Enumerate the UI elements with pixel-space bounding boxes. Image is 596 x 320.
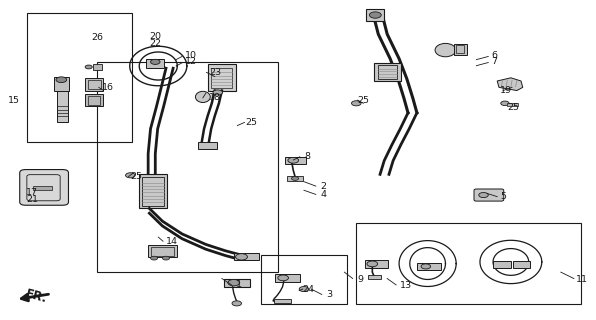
Bar: [147, 59, 164, 68]
Bar: [287, 176, 303, 181]
Text: 3: 3: [327, 290, 333, 299]
Text: 13: 13: [401, 281, 412, 290]
Bar: [142, 177, 164, 206]
Bar: [85, 94, 103, 107]
Circle shape: [232, 301, 241, 306]
Text: 12: 12: [185, 57, 197, 66]
Bar: [33, 187, 52, 190]
Circle shape: [213, 90, 222, 95]
Text: 10: 10: [185, 51, 197, 60]
Text: FR.: FR.: [24, 287, 49, 306]
Circle shape: [85, 65, 92, 69]
Circle shape: [151, 256, 158, 260]
FancyBboxPatch shape: [474, 189, 504, 201]
Text: 2: 2: [321, 182, 327, 191]
Circle shape: [352, 101, 361, 106]
Circle shape: [370, 12, 381, 18]
Circle shape: [479, 193, 488, 197]
Text: 11: 11: [576, 275, 588, 284]
Text: 18: 18: [209, 93, 221, 102]
Bar: [417, 263, 440, 270]
Text: 5: 5: [500, 192, 506, 201]
Text: 23: 23: [209, 68, 221, 77]
Circle shape: [299, 286, 309, 292]
FancyBboxPatch shape: [20, 170, 69, 205]
Text: 16: 16: [102, 83, 114, 92]
Ellipse shape: [435, 44, 456, 57]
Circle shape: [278, 275, 288, 281]
Circle shape: [228, 279, 240, 286]
Bar: [507, 103, 518, 107]
Bar: [261, 255, 347, 304]
Text: 20: 20: [150, 32, 162, 41]
Bar: [93, 64, 103, 70]
Text: 25: 25: [358, 96, 370, 105]
Bar: [224, 279, 250, 287]
Text: 1: 1: [235, 280, 241, 289]
Bar: [234, 253, 259, 260]
Circle shape: [163, 256, 170, 260]
Bar: [456, 45, 464, 53]
Circle shape: [367, 261, 378, 267]
Bar: [207, 64, 236, 91]
Bar: [378, 65, 398, 79]
Bar: [27, 13, 132, 142]
Text: 15: 15: [8, 96, 20, 105]
Bar: [367, 9, 384, 21]
Bar: [477, 191, 500, 199]
Ellipse shape: [195, 91, 210, 102]
Text: 24: 24: [303, 285, 315, 294]
Text: 8: 8: [304, 152, 310, 161]
Circle shape: [288, 157, 299, 163]
Bar: [285, 157, 306, 164]
Text: 4: 4: [321, 190, 327, 199]
Text: 9: 9: [358, 275, 364, 284]
Bar: [85, 78, 103, 91]
Circle shape: [291, 177, 299, 180]
Bar: [454, 44, 467, 55]
Bar: [88, 96, 100, 105]
Bar: [211, 68, 232, 88]
Bar: [365, 260, 389, 268]
Bar: [97, 62, 278, 272]
Bar: [151, 247, 174, 256]
Bar: [513, 261, 530, 268]
Text: 25: 25: [131, 172, 142, 181]
Bar: [57, 87, 68, 123]
Circle shape: [151, 59, 160, 64]
Text: 22: 22: [150, 39, 162, 48]
Bar: [374, 62, 401, 81]
Text: 6: 6: [491, 51, 497, 60]
Text: 26: 26: [91, 33, 103, 42]
Bar: [493, 261, 511, 268]
Bar: [198, 142, 217, 149]
Bar: [275, 274, 300, 282]
Bar: [139, 174, 167, 208]
Circle shape: [421, 264, 430, 269]
Polygon shape: [497, 78, 523, 91]
Text: 17: 17: [26, 188, 38, 197]
Bar: [54, 77, 69, 91]
Bar: [88, 80, 101, 89]
Text: 7: 7: [491, 57, 497, 66]
Bar: [356, 223, 581, 304]
Circle shape: [235, 254, 247, 260]
Text: 25: 25: [246, 118, 257, 127]
Circle shape: [126, 173, 135, 178]
Text: 25: 25: [507, 103, 519, 112]
Circle shape: [501, 101, 509, 106]
Circle shape: [56, 77, 67, 83]
Text: 21: 21: [26, 195, 38, 204]
Bar: [274, 299, 291, 303]
Text: 14: 14: [166, 237, 178, 246]
Bar: [368, 275, 381, 279]
Bar: [148, 245, 176, 257]
Text: 19: 19: [500, 86, 512, 95]
